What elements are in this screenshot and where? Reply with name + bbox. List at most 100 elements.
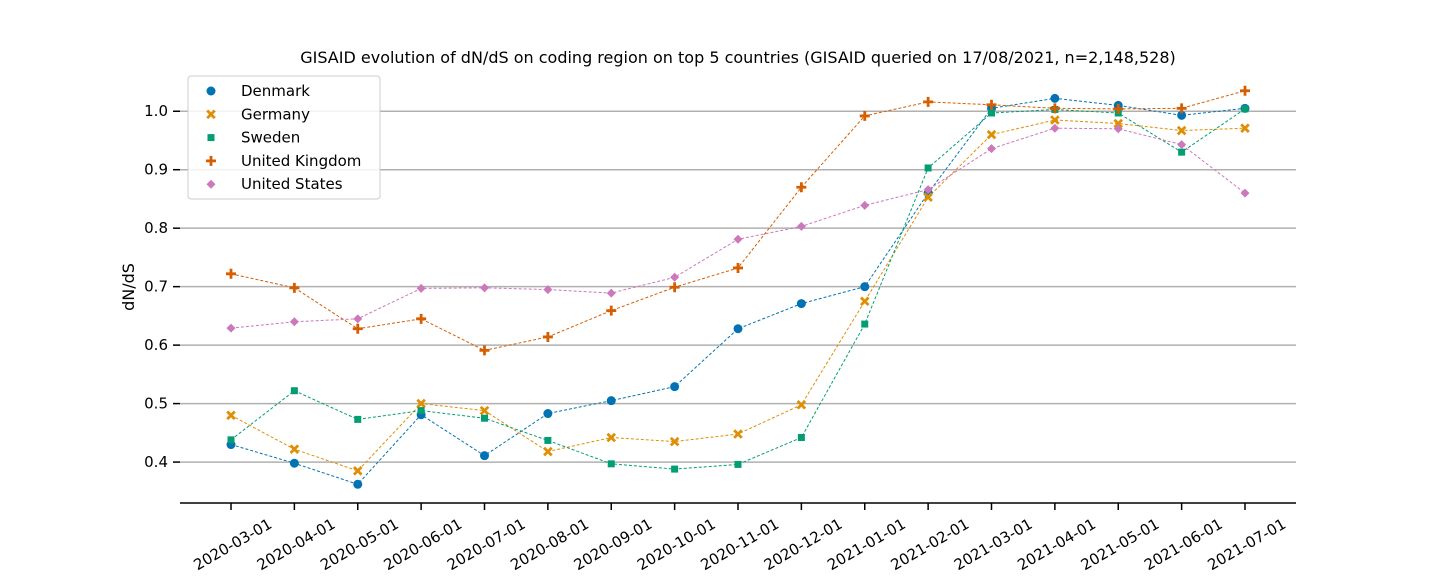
data-point-united-kingdom (416, 313, 427, 324)
data-point-sweden (734, 460, 742, 468)
data-point-germany (923, 192, 933, 202)
series-markers (226, 85, 1250, 489)
data-point-united-kingdom (796, 182, 807, 193)
y-tick-label: 0.9 (144, 161, 168, 179)
data-point-sweden (1241, 105, 1249, 113)
data-point-germany (796, 399, 807, 410)
data-point-denmark (543, 409, 553, 419)
y-tick-label: 0.6 (144, 336, 168, 354)
data-point-germany (352, 466, 363, 476)
data-point-sweden (354, 415, 362, 423)
data-point-united-states (1113, 124, 1123, 134)
data-point-germany (289, 444, 300, 454)
data-point-sweden (797, 434, 805, 442)
data-point-united-states (416, 283, 426, 293)
data-point-denmark (353, 479, 363, 489)
data-point-sweden (481, 414, 488, 422)
data-point-sweden (861, 320, 869, 328)
data-point-sweden (988, 109, 995, 117)
data-point-denmark (796, 299, 806, 309)
data-point-sweden (417, 407, 425, 415)
data-point-united-kingdom (859, 110, 870, 121)
data-point-united-kingdom (733, 262, 743, 273)
y-tick-label: 0.5 (144, 395, 168, 413)
y-tick-label: 1.0 (144, 102, 168, 120)
legend-marker-sweden (207, 134, 215, 142)
data-point-united-states (1240, 188, 1250, 198)
data-point-united-kingdom (986, 99, 997, 110)
legend: Denmark Germany Sweden United Kingdom United… (187, 75, 381, 200)
data-point-united-states (733, 234, 743, 244)
data-point-denmark (480, 451, 489, 461)
series-line-germany (230, 119, 1246, 472)
series-lines (230, 90, 1246, 485)
data-point-germany (1176, 125, 1187, 136)
legend-marker-germany (206, 109, 216, 120)
data-point-united-kingdom (1176, 103, 1187, 114)
data-point-united-states (606, 288, 616, 298)
series-line-sweden (230, 108, 1246, 470)
data-point-denmark (1177, 110, 1187, 120)
legend-label-united-states: United States (241, 175, 343, 193)
legend-label-germany: Germany (241, 105, 310, 123)
data-point-germany (226, 410, 236, 421)
y-axis-label: dN/dS (119, 263, 138, 311)
data-point-sweden (671, 465, 679, 473)
legend-marker-denmark (206, 86, 216, 96)
data-point-united-states (289, 317, 299, 327)
data-point-united-kingdom (1113, 103, 1124, 114)
y-tick-label: 0.8 (144, 219, 168, 237)
data-point-germany (1050, 115, 1060, 125)
data-point-sweden (1178, 148, 1186, 156)
legend-label-sweden: Sweden (241, 129, 300, 147)
data-point-united-kingdom (1049, 103, 1060, 114)
data-point-united-kingdom (606, 305, 617, 316)
series-line-denmark (230, 97, 1246, 485)
data-point-united-states (796, 221, 806, 231)
data-point-united-kingdom (289, 282, 300, 293)
data-point-united-states (923, 185, 933, 195)
data-point-united-kingdom (1240, 85, 1250, 96)
data-point-united-kingdom (923, 96, 934, 107)
data-point-denmark (606, 396, 616, 406)
data-point-united-kingdom (226, 268, 236, 279)
chart-title: GISAID evolution of dN/dS on coding regi… (300, 48, 1176, 67)
data-point-germany (543, 446, 553, 457)
data-point-sweden (227, 436, 235, 444)
data-point-sweden (544, 436, 552, 444)
data-point-germany (606, 432, 617, 443)
data-point-germany (859, 296, 870, 307)
data-point-united-kingdom (479, 345, 490, 356)
data-point-united-kingdom (669, 282, 680, 293)
legend-label-united-kingdom: United Kingdom (241, 152, 361, 170)
legend-box (187, 75, 381, 200)
data-point-united-states (670, 272, 680, 282)
data-point-united-states (480, 283, 489, 293)
data-point-germany (986, 129, 997, 140)
data-point-united-kingdom (352, 323, 363, 334)
data-point-united-states (1050, 123, 1060, 133)
data-point-denmark (289, 458, 299, 468)
data-point-germany (669, 436, 680, 447)
y-tick-label: 0.7 (144, 278, 168, 296)
data-point-united-states (226, 323, 236, 333)
data-point-united-kingdom (542, 331, 553, 342)
data-point-germany (1240, 123, 1250, 133)
data-point-denmark (1050, 93, 1060, 103)
data-point-denmark (670, 382, 680, 392)
series-line-united-kingdom (230, 90, 1246, 351)
legend-marker-united-states (206, 179, 216, 189)
data-point-sweden (290, 387, 298, 395)
data-point-united-states (353, 314, 363, 324)
data-point-sweden (607, 460, 615, 468)
legend-label-denmark: Denmark (241, 82, 310, 100)
data-point-germany (479, 405, 490, 416)
data-point-denmark (860, 282, 870, 292)
y-tick-label: 0.4 (144, 453, 168, 471)
data-point-germany (733, 429, 743, 439)
data-point-denmark (733, 324, 743, 334)
data-point-sweden (924, 164, 932, 172)
data-point-germany (1113, 118, 1124, 129)
data-point-united-states (1177, 140, 1187, 150)
